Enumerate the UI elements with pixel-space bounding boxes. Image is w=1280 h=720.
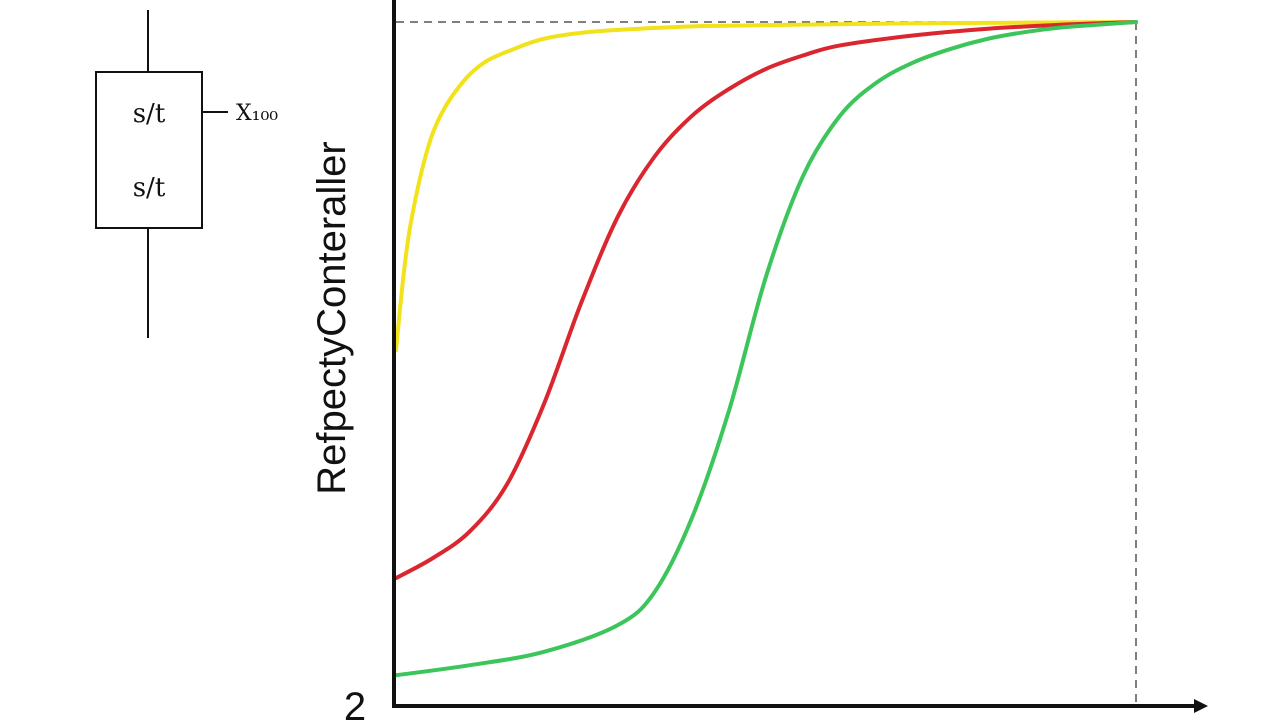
series-yellow-curve — [394, 20, 1138, 353]
series-green-curve — [394, 20, 1138, 678]
origin-tick-label: 2 — [344, 685, 366, 720]
series-group — [394, 20, 1138, 678]
block-top-label: s/t — [133, 99, 166, 129]
block-diagram: s/t s/t X₁₀₀ — [95, 10, 278, 338]
block-output-label: X₁₀₀ — [236, 101, 278, 126]
block-box — [95, 71, 203, 229]
block-bottom-label: s/t — [133, 173, 166, 203]
y-axis-label: RefpectyConterаller — [310, 141, 354, 495]
series-red-curve — [394, 20, 1138, 581]
